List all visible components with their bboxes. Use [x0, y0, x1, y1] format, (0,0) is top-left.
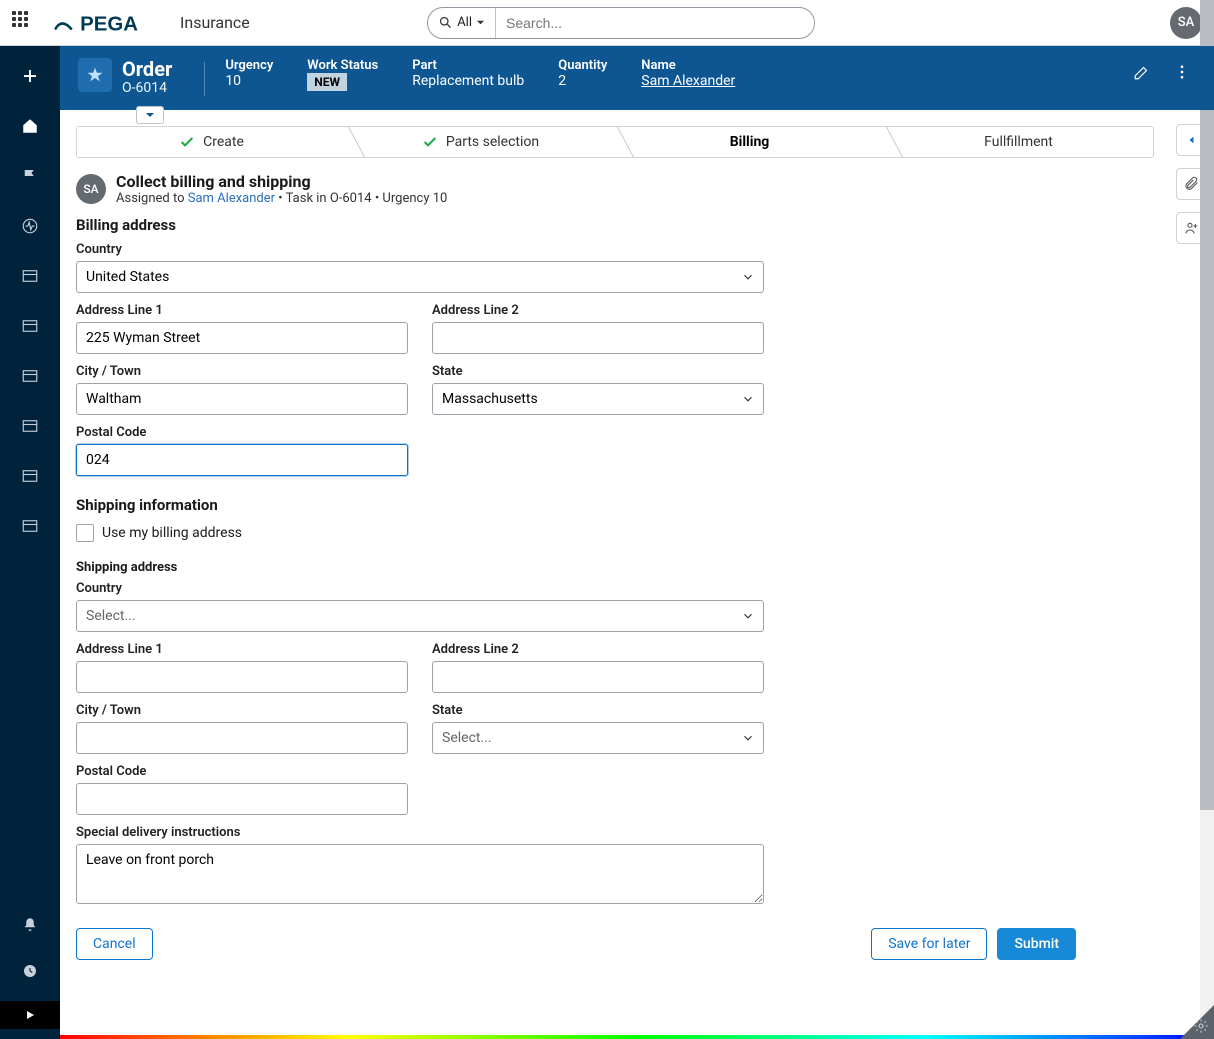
- ship-addr2-input[interactable]: [432, 661, 764, 693]
- report-icon-3[interactable]: [14, 360, 46, 392]
- urgency-label: Urgency: [225, 58, 273, 73]
- home-icon[interactable]: [14, 110, 46, 142]
- task-title: Collect billing and shipping: [116, 172, 447, 191]
- scrollbar-track[interactable]: [1200, 0, 1214, 1039]
- addr1-label: Address Line 1: [76, 303, 408, 318]
- state-select[interactable]: Massachusetts: [432, 383, 764, 415]
- cancel-button[interactable]: Cancel: [76, 928, 153, 960]
- assignee-avatar[interactable]: SA: [76, 174, 106, 204]
- topbar: PEGA Insurance All SA: [0, 0, 1214, 46]
- special-instructions-label: Special delivery instructions: [76, 825, 764, 840]
- case-expand-toggle[interactable]: [136, 106, 164, 124]
- svg-text:PEGA: PEGA: [80, 13, 138, 35]
- task-header: SA Collect billing and shipping Assigned…: [76, 172, 1154, 206]
- stage-parts-selection[interactable]: Parts selection: [346, 127, 615, 157]
- create-button[interactable]: [14, 60, 46, 92]
- part-label: Part: [412, 58, 524, 73]
- ship-country-select[interactable]: Select...: [76, 600, 764, 632]
- addr2-label: Address Line 2: [432, 303, 764, 318]
- stage-fulfillment[interactable]: Fullfillment: [884, 127, 1153, 157]
- case-header: Order O-6014 Urgency 10 Work Status NEW …: [60, 46, 1214, 110]
- search-scope-dropdown[interactable]: All: [428, 8, 496, 38]
- caret-down-icon: [476, 18, 485, 27]
- report-icon-4[interactable]: [14, 410, 46, 442]
- recents-icon[interactable]: [14, 955, 46, 987]
- check-icon: [422, 134, 438, 150]
- country-label: Country: [76, 242, 764, 257]
- shipping-info-section: Shipping information: [76, 496, 1154, 514]
- quantity-label: Quantity: [558, 58, 607, 73]
- scrollbar-thumb[interactable]: [1200, 0, 1214, 810]
- postal-label: Postal Code: [76, 425, 408, 440]
- report-icon-6[interactable]: [14, 510, 46, 542]
- name-link[interactable]: Sam Alexander: [641, 73, 735, 89]
- ship-addr2-label: Address Line 2: [432, 642, 764, 657]
- city-input[interactable]: [76, 383, 408, 415]
- ship-state-label: State: [432, 703, 764, 718]
- task-meta: Assigned to Sam Alexander • Task in O-60…: [116, 191, 447, 206]
- stage-create[interactable]: Create: [77, 127, 346, 157]
- pega-logo[interactable]: PEGA: [50, 10, 166, 36]
- edit-icon[interactable]: [1128, 58, 1156, 86]
- pulse-icon[interactable]: [14, 210, 46, 242]
- check-icon: [179, 134, 195, 150]
- search-icon: [438, 15, 453, 30]
- country-select[interactable]: United States: [76, 261, 764, 293]
- bottom-accent-bar: [60, 1035, 1214, 1039]
- ship-addr1-label: Address Line 1: [76, 642, 408, 657]
- ship-state-select[interactable]: Select...: [432, 722, 764, 754]
- billing-section-label: Billing address: [76, 216, 1154, 234]
- use-billing-label: Use my billing address: [102, 525, 242, 541]
- chevron-left-icon: [1186, 134, 1198, 146]
- paperclip-icon: [1184, 176, 1200, 192]
- city-label: City / Town: [76, 364, 408, 379]
- save-for-later-button[interactable]: Save for later: [871, 928, 987, 960]
- submit-button[interactable]: Submit: [997, 928, 1076, 960]
- quantity-value: 2: [558, 73, 607, 89]
- use-billing-checkbox[interactable]: [76, 524, 94, 542]
- stage-progress: Create Parts selection Billing Fullfillm…: [76, 126, 1154, 158]
- caret-down-icon: [145, 110, 155, 120]
- report-icon-5[interactable]: [14, 460, 46, 492]
- postal-input[interactable]: [76, 444, 408, 476]
- ship-country-label: Country: [76, 581, 764, 596]
- stage-billing[interactable]: Billing: [615, 127, 884, 157]
- search-scope-label: All: [457, 15, 472, 30]
- part-value: Replacement bulb: [412, 73, 524, 89]
- global-search: All: [427, 7, 815, 39]
- play-icon[interactable]: [0, 1001, 60, 1029]
- case-id[interactable]: O-6014: [122, 80, 172, 96]
- more-actions-icon[interactable]: [1168, 58, 1196, 86]
- bell-icon[interactable]: [14, 909, 46, 941]
- flag-icon[interactable]: [14, 160, 46, 192]
- search-input[interactable]: [496, 15, 814, 31]
- report-icon-2[interactable]: [14, 310, 46, 342]
- report-icon-1[interactable]: [14, 260, 46, 292]
- workstatus-badge: NEW: [307, 73, 347, 91]
- left-nav-rail: [0, 46, 60, 1039]
- shipping-address-label: Shipping address: [76, 560, 1154, 575]
- app-label: Insurance: [180, 13, 250, 32]
- urgency-value: 10: [225, 73, 273, 89]
- assignee-link[interactable]: Sam Alexander: [188, 191, 275, 206]
- special-instructions-textarea[interactable]: Leave on front porch: [76, 844, 764, 904]
- ship-addr1-input[interactable]: [76, 661, 408, 693]
- addr1-input[interactable]: [76, 322, 408, 354]
- ship-postal-input[interactable]: [76, 783, 408, 815]
- name-label: Name: [641, 58, 735, 73]
- ship-postal-label: Postal Code: [76, 764, 408, 779]
- ship-city-label: City / Town: [76, 703, 408, 718]
- apps-grid-icon[interactable]: [12, 11, 36, 35]
- addr2-input[interactable]: [432, 322, 764, 354]
- state-label: State: [432, 364, 764, 379]
- people-icon: [1184, 220, 1200, 236]
- gear-icon[interactable]: [1190, 1015, 1212, 1037]
- user-avatar[interactable]: SA: [1170, 7, 1202, 39]
- case-title: Order: [122, 58, 172, 80]
- workstatus-label: Work Status: [307, 58, 378, 73]
- case-type-icon: [78, 58, 112, 92]
- ship-city-input[interactable]: [76, 722, 408, 754]
